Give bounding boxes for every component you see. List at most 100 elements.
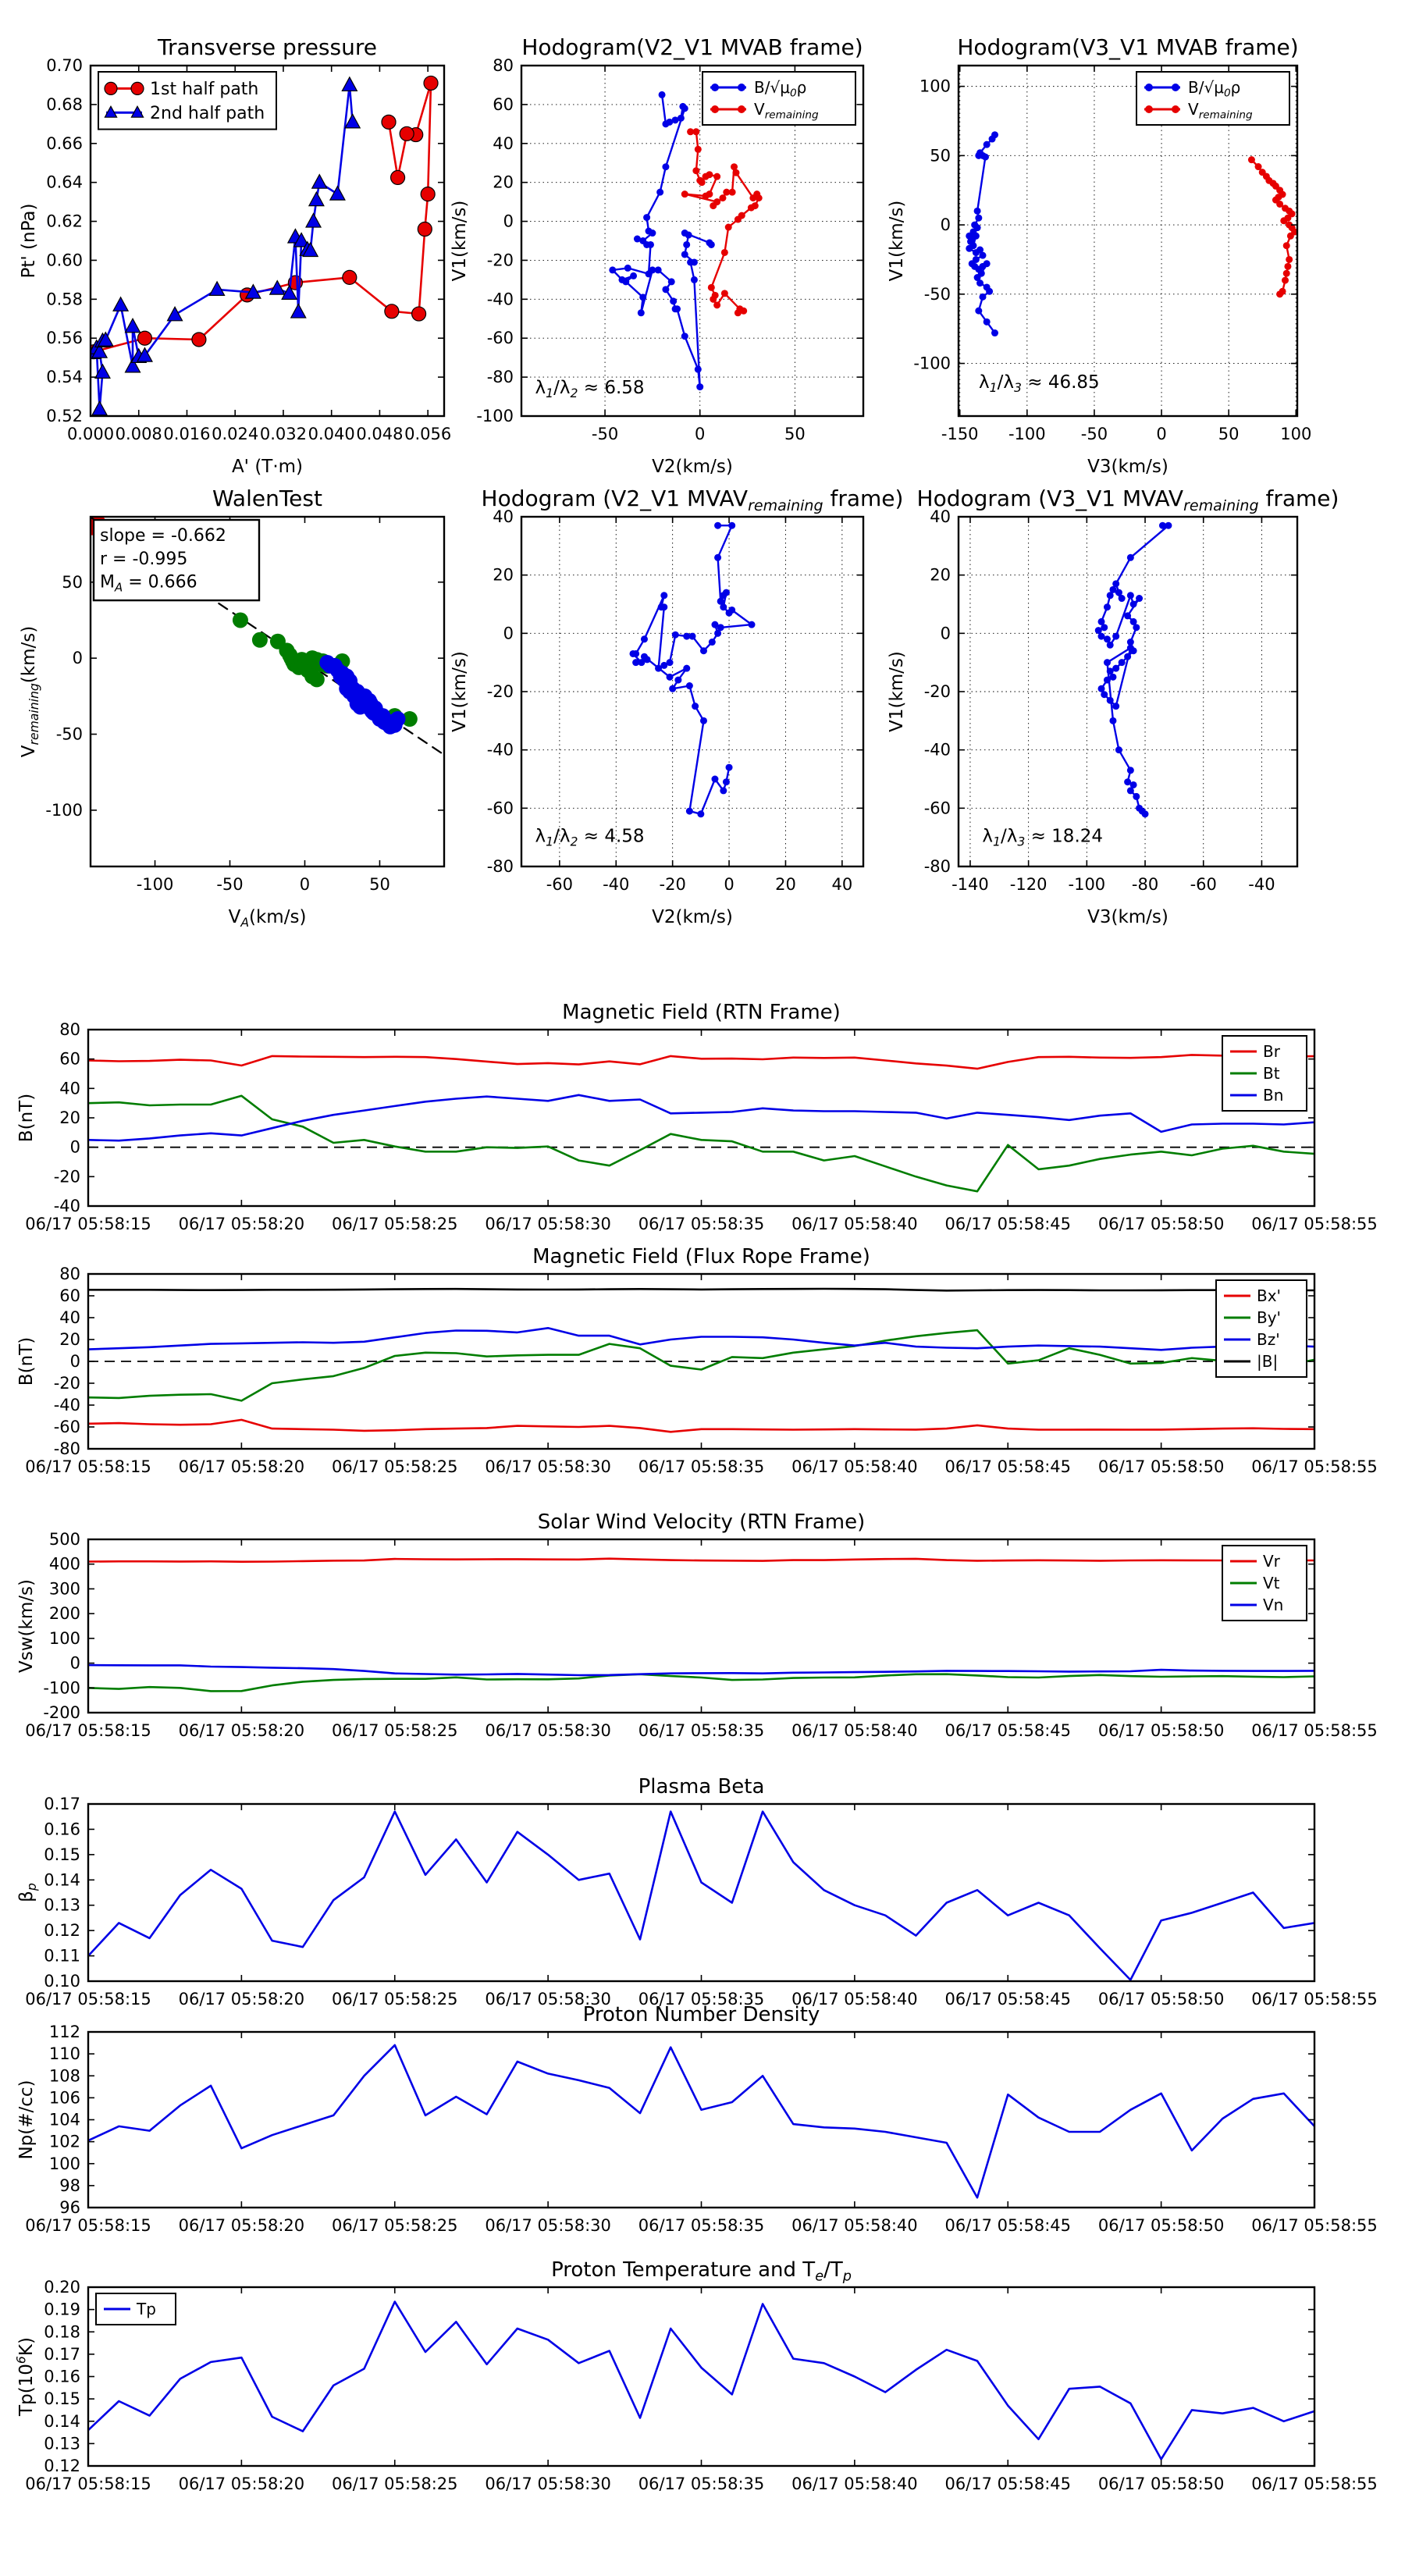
x-tick-label: -80	[1132, 875, 1158, 894]
y-tick-label: -100	[45, 801, 83, 820]
x-tick-label: 40	[831, 875, 852, 894]
y-tick-label: 0.17	[44, 1795, 80, 1813]
x-tick-label: 0	[300, 875, 310, 894]
y-tick-label: 0.20	[44, 2278, 80, 2297]
x-tick-label: 06/17 05:58:15	[25, 1215, 151, 1233]
stat-line: r = -0.995	[100, 550, 187, 569]
x-axis-label: A' (T·m)	[232, 457, 303, 477]
x-tick-label: 0.032	[260, 425, 307, 443]
y-tick-label: 0.52	[46, 407, 83, 425]
x-tick-label: -100	[137, 875, 174, 894]
legend-label: 2nd half path	[150, 104, 265, 123]
y-tick-label: 50	[930, 146, 951, 165]
y-tick-label: 40	[493, 134, 514, 153]
panel-title: Proton Temperature and Te/Tp	[551, 2258, 852, 2285]
panel-title: Hodogram(V3_V1 MVAB frame)	[957, 34, 1298, 60]
x-tick-label: -50	[1081, 425, 1108, 443]
x-tick-label: 06/17 05:58:30	[485, 1215, 611, 1233]
x-tick-label: 06/17 05:58:45	[944, 1215, 1071, 1233]
legend-label: Vt	[1263, 1574, 1280, 1592]
panel-title: Hodogram (V3_V1 MVAVremaining frame)	[917, 486, 1339, 514]
x-tick-label: -150	[941, 425, 979, 443]
y-tick-label: -20	[54, 1167, 80, 1186]
y-tick-label: 100	[49, 1629, 80, 1648]
x-tick-label: 06/17 05:58:55	[1251, 1215, 1378, 1233]
panel-hodo1: -50 0 50 -100 -80 -60 -40 -20 0 20 40 60 80 Hodogram(…	[450, 34, 865, 477]
y-tick-label: 200	[49, 1604, 80, 1623]
y-tick-label: -20	[487, 251, 514, 269]
x-tick-label: 06/17 05:58:20	[179, 1215, 305, 1233]
panel-hodo3: -60 -40 -20 0 20 40-80-60-40-2002040Hodogram …	[450, 486, 903, 927]
x-tick-label: 0.056	[404, 425, 451, 443]
x-tick-label: 06/17 05:58:20	[179, 1457, 305, 1476]
x-tick-label: -60	[546, 875, 573, 894]
y-tick-label: 0.66	[46, 134, 83, 153]
x-tick-label: 06/17 05:58:15	[25, 2216, 151, 2235]
y-tick-label: -200	[43, 1703, 80, 1722]
x-tick-label: 06/17 05:58:30	[485, 1990, 611, 2008]
y-tick-label: 0.13	[44, 2434, 80, 2453]
y-tick-label: -50	[924, 285, 951, 304]
y-tick-label: 102	[49, 2133, 80, 2151]
stat-line: slope = -0.662	[100, 526, 226, 546]
x-tick-label: 06/17 05:58:20	[179, 1990, 305, 2008]
x-tick-label: 06/17 05:58:35	[638, 1990, 765, 2008]
x-tick-label: 06/17 05:58:40	[791, 2475, 918, 2493]
panel-title: Solar Wind Velocity (RTN Frame)	[538, 1510, 865, 1534]
x-tick-label: 06/17 05:58:20	[179, 2216, 305, 2235]
x-tick-label: 0.024	[212, 425, 258, 443]
y-tick-label: -80	[924, 857, 951, 876]
legend-label: B/√μ0ρ	[1188, 78, 1240, 99]
y-tick-label: -40	[924, 741, 951, 760]
y-tick-label: 0	[503, 212, 514, 231]
y-tick-label: 0.17	[44, 2345, 80, 2364]
panel-transverse: 0.000 0.008 0.016 0.024 0.032 0.040 0.048 0.056…	[19, 34, 451, 477]
x-tick-label: 06/17 05:58:45	[944, 2475, 1071, 2493]
x-tick-label: -50	[216, 875, 243, 894]
y-tick-label: 60	[59, 1050, 80, 1069]
y-tick-label: 0.11	[44, 1947, 80, 1966]
y-tick-label: 0	[73, 649, 83, 667]
x-tick-label: 06/17 05:58:20	[179, 2475, 305, 2493]
y-axis-label: V1(km/s)	[887, 201, 907, 282]
legend-label: Vremaining	[1188, 100, 1253, 121]
panel-hodo4: -140 -120 -100 -80 -60 -40 -80 -60 -40 -20 0 20 40Ho…	[887, 486, 1339, 927]
x-axis-label: VA(km/s)	[229, 907, 307, 930]
y-tick-label: 40	[493, 507, 514, 526]
y-axis-label: B(nT)	[16, 1337, 37, 1386]
y-tick-label: 0.14	[44, 2412, 80, 2431]
y-tick-label: -40	[54, 1396, 80, 1414]
y-tick-label: -80	[487, 368, 514, 386]
y-tick-label: -40	[487, 290, 514, 308]
y-tick-label: 0.15	[44, 2389, 80, 2408]
x-tick-label: 06/17 05:58:25	[332, 2475, 458, 2493]
x-tick-label: 06/17 05:58:40	[791, 1215, 918, 1233]
x-tick-label: -20	[660, 875, 686, 894]
y-tick-label: 112	[49, 2023, 80, 2041]
y-tick-label: -20	[924, 682, 951, 701]
legend-label: B/√μ0ρ	[754, 78, 806, 99]
y-tick-label: 0.54	[46, 368, 83, 386]
legend-label: Vremaining	[754, 100, 819, 121]
y-tick-label: 98	[59, 2176, 80, 2195]
y-tick-label: -100	[913, 354, 951, 373]
legend-label: Tp	[136, 2300, 156, 2318]
y-tick-label: -100	[43, 1678, 80, 1697]
x-tick-label: 06/17 05:58:45	[944, 1990, 1071, 2008]
y-tick-label: 20	[930, 566, 951, 585]
panel-walen: -100 -50 0 50 -100 -50 0 50 WalenTest VA(km/s) Vre…	[19, 486, 446, 930]
legend-label: |B|	[1257, 1352, 1278, 1371]
y-tick-label: 0	[941, 624, 951, 642]
x-tick-label: -120	[1010, 875, 1048, 894]
y-axis-label: B(nT)	[16, 1094, 37, 1142]
y-tick-label: 0.14	[44, 1870, 80, 1889]
x-tick-label: 50	[369, 875, 390, 894]
x-tick-label: 20	[775, 875, 796, 894]
x-tick-label: -40	[1248, 875, 1275, 894]
x-tick-label: 0.048	[356, 425, 403, 443]
x-tick-label: 06/17 05:58:15	[25, 1457, 151, 1476]
annotation: λ1/λ2 ≈ 4.58	[535, 827, 645, 849]
panel-title: Transverse pressure	[157, 34, 377, 60]
legend-label: 1st half path	[150, 80, 258, 99]
